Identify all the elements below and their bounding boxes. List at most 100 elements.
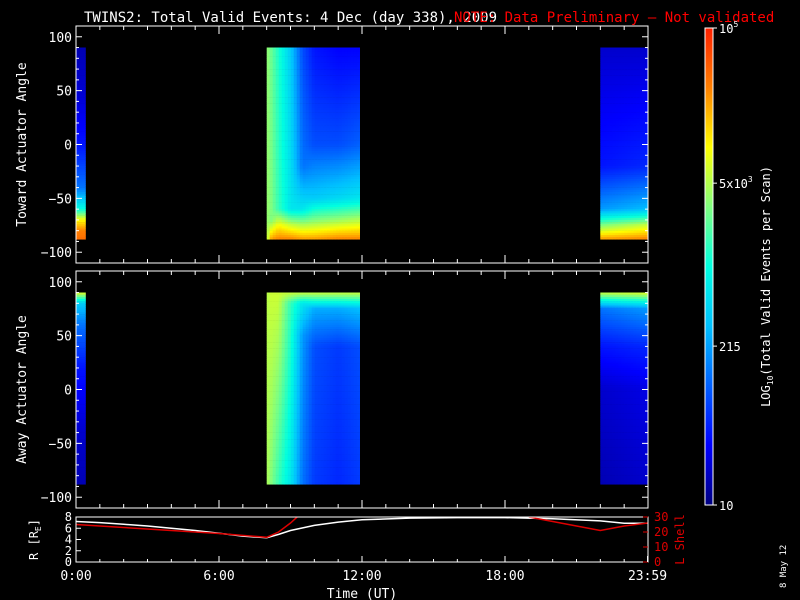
- heatmap-cell: [299, 194, 303, 197]
- heatmap-cell: [266, 140, 270, 143]
- heatmap-cell: [633, 56, 637, 59]
- heatmap-cell: [281, 217, 285, 221]
- heatmap-cell: [624, 217, 628, 221]
- heatmap-cell: [642, 153, 646, 156]
- heatmap-cell: [636, 133, 640, 137]
- heatmap-cell: [600, 237, 604, 240]
- heatmap-cell: [612, 140, 616, 143]
- heatmap-cell: [82, 88, 86, 91]
- heatmap-cell: [76, 135, 80, 139]
- heatmap-cell: [347, 219, 351, 223]
- heatmap-cell: [326, 146, 330, 150]
- heatmap-cell: [82, 140, 86, 143]
- heatmap-cell: [615, 196, 619, 199]
- heatmap-cell: [353, 230, 357, 234]
- heatmap-cell: [305, 127, 309, 130]
- heatmap-cell: [76, 116, 80, 119]
- heatmap-cell: [320, 75, 324, 79]
- heatmap-cell: [79, 172, 83, 175]
- heatmap-cell: [76, 296, 80, 300]
- heatmap-cell: [341, 82, 345, 85]
- heatmap-cell: [269, 66, 273, 70]
- heatmap-cell: [287, 179, 291, 182]
- heatmap-cell: [627, 82, 631, 85]
- heatmap-cell: [275, 226, 279, 229]
- heatmap-cell: [308, 163, 312, 167]
- heatmap-cell: [266, 66, 270, 70]
- heatmap-cell: [320, 179, 324, 182]
- heatmap-cell: [636, 219, 640, 223]
- heatmap-cell: [76, 127, 80, 130]
- heatmap-cell: [323, 179, 327, 182]
- heatmap-cell: [615, 64, 619, 68]
- heatmap-cell: [639, 101, 643, 104]
- heatmap-cell: [302, 79, 306, 83]
- heatmap-cell: [639, 92, 643, 96]
- heatmap-cell: [344, 235, 348, 238]
- heatmap-cell: [76, 228, 80, 231]
- heatmap-cell: [350, 105, 354, 109]
- heatmap-cell: [329, 213, 333, 216]
- heatmap-cell: [281, 215, 285, 219]
- heatmap-cell: [320, 163, 324, 167]
- heatmap-cell: [639, 103, 643, 107]
- heatmap-cell: [353, 127, 357, 130]
- heatmap-cell: [329, 161, 333, 165]
- heatmap-cell: [76, 125, 80, 128]
- heatmap-cell: [621, 54, 625, 57]
- heatmap-cell: [287, 198, 291, 201]
- heatmap-cell: [645, 198, 649, 201]
- heatmap-cell: [287, 168, 291, 171]
- heatmap-cell: [609, 112, 613, 115]
- heatmap-cell: [600, 155, 604, 158]
- heatmap-cell: [287, 163, 291, 167]
- heatmap-cell: [335, 97, 339, 100]
- heatmap-cell: [639, 118, 643, 122]
- heatmap-cell: [612, 176, 616, 180]
- heatmap-cell: [600, 75, 604, 79]
- heatmap-cell: [621, 64, 625, 68]
- heatmap-cell: [645, 168, 649, 171]
- heatmap-cell: [293, 62, 297, 66]
- heatmap-cell: [332, 94, 336, 98]
- heatmap-cell: [302, 73, 306, 76]
- heatmap-cell: [284, 94, 288, 98]
- heatmap-cell: [350, 123, 354, 126]
- heatmap-cell: [314, 123, 318, 126]
- heatmap-cell: [627, 69, 631, 72]
- heatmap-cell: [79, 314, 83, 317]
- heatmap-cell: [350, 159, 354, 163]
- heatmap-cell: [308, 155, 312, 158]
- heatmap-cell: [79, 296, 83, 300]
- heatmap-cell: [308, 133, 312, 137]
- heatmap-cell: [290, 79, 294, 83]
- heatmap-cell: [290, 129, 294, 132]
- heatmap-cell: [329, 179, 333, 182]
- heatmap-cell: [299, 77, 303, 81]
- heatmap-cell: [314, 60, 318, 63]
- heatmap-cell: [633, 118, 637, 122]
- heatmap-cell: [320, 224, 324, 227]
- heatmap-cell: [323, 185, 327, 188]
- heatmap-cell: [627, 183, 631, 186]
- heatmap-cell: [347, 228, 351, 231]
- heatmap-cell: [281, 228, 285, 231]
- heatmap-cell: [636, 153, 640, 156]
- heatmap-cell: [636, 207, 640, 210]
- heatmap-cell: [311, 168, 315, 171]
- heatmap-cell: [320, 187, 324, 191]
- heatmap-cell: [85, 148, 86, 152]
- heatmap-cell: [272, 49, 276, 53]
- heatmap-cell: [293, 187, 297, 191]
- heatmap-cell: [347, 129, 351, 132]
- heatmap-cell: [275, 204, 279, 208]
- heatmap-cell: [269, 187, 273, 191]
- heatmap-cell: [332, 112, 336, 115]
- heatmap-cell: [272, 222, 276, 225]
- heatmap-cell: [287, 211, 291, 214]
- heatmap-cell: [615, 191, 619, 195]
- heatmap-cell: [305, 47, 309, 50]
- heatmap-cell: [347, 71, 351, 74]
- heatmap-cell: [305, 153, 309, 156]
- heatmap-cell: [311, 187, 315, 191]
